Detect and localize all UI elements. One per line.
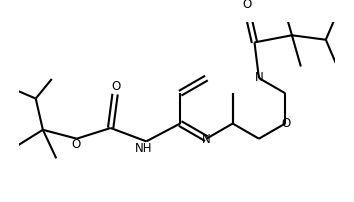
Text: O: O [281, 117, 291, 130]
Text: O: O [112, 80, 121, 94]
Text: N: N [202, 133, 211, 146]
Text: N: N [255, 71, 263, 84]
Text: O: O [243, 0, 252, 11]
Text: NH: NH [135, 142, 152, 155]
Text: O: O [71, 138, 80, 152]
